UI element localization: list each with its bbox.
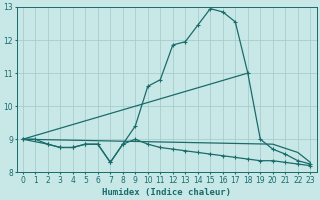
X-axis label: Humidex (Indice chaleur): Humidex (Indice chaleur) [102,188,231,197]
